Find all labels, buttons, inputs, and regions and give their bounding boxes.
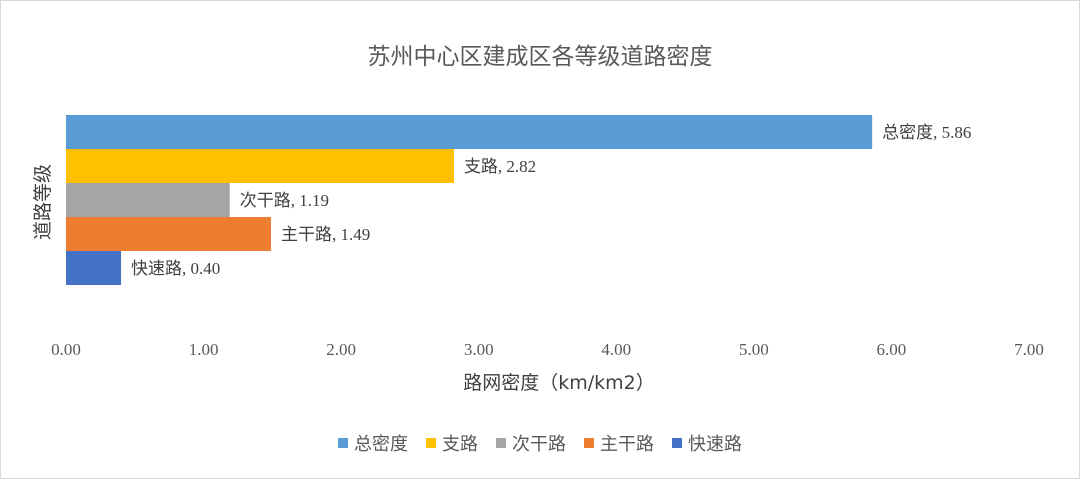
data-label-总密度: 总密度, 5.86 [882,123,971,142]
x-tick-label: 1.00 [189,340,219,359]
bar-总密度 [66,115,873,149]
chart-title: 苏州中心区建成区各等级道路密度 [367,44,713,70]
legend-label: 快速路 [688,434,742,455]
data-labels-group: 总密度, 5.86 支路, 2.82 次干路, 1.19 主干路, 1.49 快速路, … [131,123,971,278]
x-tick-label: 0.00 [51,340,81,359]
legend: 总密度 支路 次干路 主干路 快速路 [1,430,1079,456]
legend-item-次干路: 次干路 [496,430,566,456]
x-tick-label: 6.00 [877,340,907,359]
legend-item-快速路: 快速路 [672,430,742,456]
data-label-快速路: 快速路, 0.40 [131,259,220,278]
legend-swatch [584,438,594,448]
legend-label: 次干路 [512,434,566,455]
x-tick-label: 5.00 [739,340,769,359]
legend-swatch [496,438,506,448]
legend-label: 主干路 [600,434,654,455]
bar-快速路 [66,251,122,285]
legend-item-总密度: 总密度 [338,430,408,456]
bar-次干路 [66,183,230,217]
data-label-次干路: 次干路, 1.19 [240,191,329,210]
legend-item-主干路: 主干路 [584,430,654,456]
bars-group [66,115,873,285]
data-label-支路: 支路, 2.82 [464,157,536,176]
legend-label: 总密度 [354,434,408,455]
bar-主干路 [66,217,271,251]
legend-swatch [426,438,436,448]
x-tick-label: 7.00 [1014,340,1044,359]
x-tick-label: 3.00 [464,340,494,359]
x-tick-label: 2.00 [326,340,356,359]
x-axis-title: 路网密度（km/km2） [463,372,655,394]
y-axis-title: 道路等级 [32,164,54,240]
legend-item-支路: 支路 [426,430,478,456]
data-label-主干路: 主干路, 1.49 [281,225,370,244]
legend-swatch [672,438,682,448]
x-tick-labels-group: 0.00 1.00 2.00 3.00 4.00 5.00 6.00 7.00 [51,340,1044,359]
legend-swatch [338,438,348,448]
legend-label: 支路 [442,434,478,455]
x-tick-label: 4.00 [601,340,631,359]
bar-支路 [66,149,454,183]
